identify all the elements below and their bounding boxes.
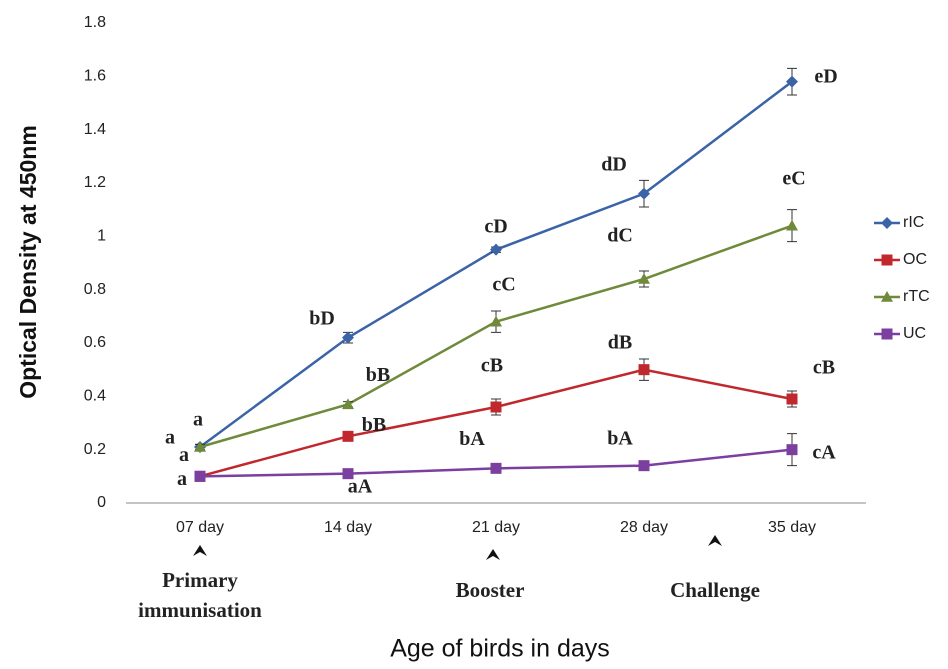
point-label: dD: [601, 153, 627, 175]
x-tick-label: 07 day: [176, 519, 224, 536]
point-label: cA: [812, 441, 836, 463]
data-point: [490, 462, 502, 474]
x-tick-label: 14 day: [324, 519, 372, 536]
y-tick-label: 1.2: [84, 174, 106, 191]
point-label: bB: [366, 364, 390, 386]
data-point: [638, 273, 650, 284]
data-point: [342, 398, 354, 410]
data-point: [194, 470, 206, 482]
y-tick-label: 0.6: [84, 334, 106, 351]
data-point: [342, 468, 354, 480]
legend-label: rTC: [903, 288, 930, 305]
legend-marker: [881, 217, 893, 229]
point-label: a: [193, 409, 203, 431]
legend-label: rIC: [903, 214, 924, 231]
point-label: bA: [459, 428, 485, 450]
point-label: a: [179, 444, 189, 466]
data-point: [786, 75, 798, 88]
point-label: cB: [813, 357, 835, 379]
y-tick-label: 1.6: [84, 68, 106, 85]
point-label: cB: [481, 355, 503, 377]
annotation: Challenge: [670, 578, 760, 602]
data-point: [342, 430, 354, 442]
data-point: [342, 331, 354, 344]
y-tick-label: 1: [97, 228, 106, 245]
data-point: [786, 219, 798, 231]
y-tick-label: 1.4: [84, 121, 106, 138]
x-axis-label: Age of birds in days: [390, 635, 610, 663]
point-label: bA: [607, 427, 633, 449]
x-tick-label: 21 day: [472, 519, 520, 536]
legend-label: OC: [903, 251, 927, 268]
data-point: [490, 401, 502, 413]
arrow: [486, 549, 500, 560]
point-label: a: [165, 427, 175, 449]
data-point: [490, 315, 502, 327]
legend-marker: [881, 328, 893, 340]
point-label: dC: [607, 225, 633, 247]
series-line: [199, 80, 793, 449]
arrow: [708, 535, 722, 546]
point-label: aA: [348, 475, 373, 497]
point-label: cD: [484, 215, 507, 237]
y-axis-label: Optical Density at 450nm: [15, 125, 41, 399]
data-point: [786, 393, 798, 405]
x-tick-label: 35 day: [768, 519, 816, 536]
point-label: eD: [814, 65, 837, 87]
annotation: Primary immunisation: [138, 568, 262, 622]
annotation: Booster: [455, 578, 525, 602]
y-tick-label: 0: [97, 494, 106, 511]
x-tick-label: 28 day: [620, 519, 668, 536]
y-tick-label: 0.2: [84, 441, 106, 458]
y-tick-label: 1.8: [84, 14, 106, 31]
data-point: [638, 460, 650, 472]
y-tick-label: 0.8: [84, 281, 106, 298]
y-tick-label: 0.4: [84, 388, 106, 405]
point-label: bB: [362, 414, 386, 436]
data-point: [638, 364, 650, 376]
point-label: a: [177, 468, 187, 490]
point-label: eC: [782, 167, 805, 189]
legend-label: UC: [903, 325, 926, 342]
point-label: bD: [309, 307, 335, 329]
legend-marker: [881, 254, 893, 266]
arrow: [193, 545, 207, 556]
data-point: [638, 187, 650, 200]
legend-marker: [881, 291, 893, 302]
data-point: [194, 441, 206, 452]
data-point: [490, 243, 502, 256]
point-label: cC: [492, 273, 515, 295]
data-point: [786, 444, 798, 456]
point-label: dB: [608, 331, 632, 353]
